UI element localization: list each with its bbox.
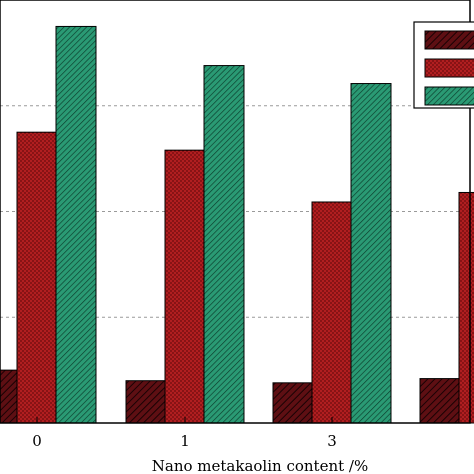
legend-swatch <box>424 30 474 50</box>
bars <box>0 25 474 424</box>
legend-swatch <box>424 58 474 78</box>
x-tick-label: 1 <box>180 432 190 450</box>
bar <box>55 25 97 424</box>
bar <box>203 65 245 424</box>
bar <box>125 380 167 424</box>
x-tick-label: 0 <box>32 432 42 450</box>
bar <box>458 191 474 424</box>
bar <box>350 83 392 424</box>
bar <box>16 131 58 424</box>
legend-swatch <box>424 86 474 106</box>
x-axis-label: Nano metakaolin content /% <box>152 457 368 474</box>
bar <box>164 149 206 424</box>
x-ticks: 0 1 3 <box>32 417 337 450</box>
bar <box>311 201 353 424</box>
bar <box>272 382 314 424</box>
legend <box>413 21 474 109</box>
x-tick-label: 3 <box>327 432 337 450</box>
bar <box>419 378 461 424</box>
bar <box>0 369 19 424</box>
plot-frame <box>0 0 471 424</box>
